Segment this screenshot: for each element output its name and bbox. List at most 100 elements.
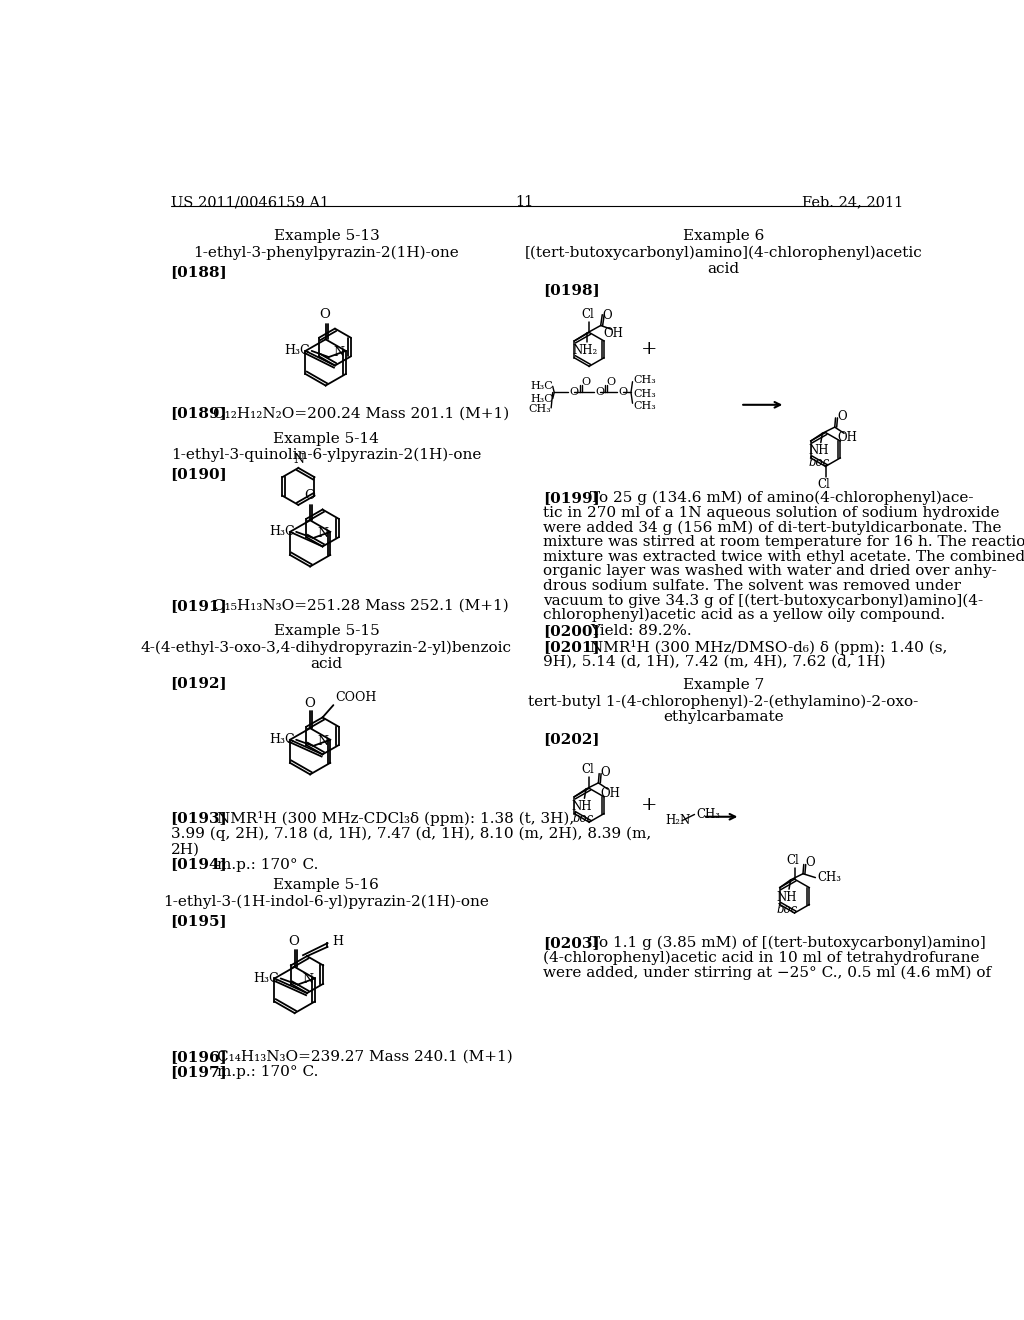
Text: CH₃: CH₃ <box>633 375 656 385</box>
Text: O: O <box>569 388 579 397</box>
Text: H₃C: H₃C <box>254 972 280 985</box>
Text: OH: OH <box>601 787 621 800</box>
Text: O: O <box>805 857 815 870</box>
Text: H: H <box>332 935 343 948</box>
Text: To 25 g (134.6 mM) of amino(4-chlorophenyl)ace-: To 25 g (134.6 mM) of amino(4-chlorophen… <box>590 491 974 506</box>
Text: [0190]: [0190] <box>171 467 227 482</box>
Text: H₃C: H₃C <box>530 381 553 391</box>
Text: [0191]: [0191] <box>171 599 227 612</box>
Text: Example 6: Example 6 <box>683 230 764 243</box>
Text: H₃C: H₃C <box>269 733 295 746</box>
Text: O: O <box>837 409 847 422</box>
Text: O: O <box>601 766 610 779</box>
Text: N: N <box>293 453 304 466</box>
Text: [0189]: [0189] <box>171 407 227 420</box>
Text: Cl: Cl <box>582 763 594 776</box>
Text: Example 7: Example 7 <box>683 678 764 692</box>
Text: Example 5-15: Example 5-15 <box>273 624 379 639</box>
Text: Cl: Cl <box>582 308 594 321</box>
Text: (4-chlorophenyl)acetic acid in 10 ml of tetrahydrofurane: (4-chlorophenyl)acetic acid in 10 ml of … <box>544 950 980 965</box>
Text: [0201]: [0201] <box>544 640 600 653</box>
Text: NH: NH <box>776 891 797 904</box>
Text: [0198]: [0198] <box>544 284 600 297</box>
Text: CH₃: CH₃ <box>633 401 656 412</box>
Text: H₃C: H₃C <box>269 525 295 539</box>
Text: Example 5-13: Example 5-13 <box>273 230 379 243</box>
Text: CH₃: CH₃ <box>633 389 656 399</box>
Text: [0197]: [0197] <box>171 1065 227 1080</box>
Text: O: O <box>304 488 314 502</box>
Text: vacuum to give 34.3 g of [(tert-butoxycarbonyl)amino](4-: vacuum to give 34.3 g of [(tert-butoxyca… <box>544 594 983 607</box>
Text: Cl: Cl <box>817 478 830 491</box>
Text: +: + <box>641 341 657 358</box>
Text: Yield: 89.2%.: Yield: 89.2%. <box>590 624 691 639</box>
Text: tic in 270 ml of a 1N aqueous solution of sodium hydroxide: tic in 270 ml of a 1N aqueous solution o… <box>544 506 999 520</box>
Text: [0195]: [0195] <box>171 913 227 928</box>
Text: CH₃: CH₃ <box>696 808 720 821</box>
Text: N: N <box>333 346 344 359</box>
Text: 3.99 (q, 2H), 7.18 (d, 1H), 7.47 (d, 1H), 8.10 (m, 2H), 8.39 (m,: 3.99 (q, 2H), 7.18 (d, 1H), 7.47 (d, 1H)… <box>171 826 651 841</box>
Text: organic layer was washed with water and dried over anhy-: organic layer was washed with water and … <box>544 564 997 578</box>
Text: NMR¹H (300 MHz-CDCl₃δ (ppm): 1.38 (t, 3H),: NMR¹H (300 MHz-CDCl₃δ (ppm): 1.38 (t, 3H… <box>217 812 574 826</box>
Text: O: O <box>602 309 612 322</box>
Text: O: O <box>606 376 615 387</box>
Text: m.p.: 170° C.: m.p.: 170° C. <box>217 858 318 871</box>
Text: H₂N: H₂N <box>665 814 690 828</box>
Text: N: N <box>317 527 329 540</box>
Text: [(tert-butoxycarbonyl)amino](4-chlorophenyl)acetic: [(tert-butoxycarbonyl)amino](4-chlorophe… <box>524 246 922 260</box>
Text: N: N <box>317 735 329 748</box>
Text: US 2011/0046159 A1: US 2011/0046159 A1 <box>171 195 329 210</box>
Text: CH₃: CH₃ <box>817 871 841 884</box>
Text: H₃C: H₃C <box>530 393 553 404</box>
Text: acid: acid <box>708 261 739 276</box>
Text: chlorophenyl)acetic acid as a yellow oily compound.: chlorophenyl)acetic acid as a yellow oil… <box>544 609 945 623</box>
Text: 1-ethyl-3-quinolin-6-ylpyrazin-2(1H)-one: 1-ethyl-3-quinolin-6-ylpyrazin-2(1H)-one <box>171 447 481 462</box>
Text: boc: boc <box>572 812 594 825</box>
Text: NH: NH <box>808 444 828 457</box>
Text: were added 34 g (156 mM) of di-tert-butyldicarbonate. The: were added 34 g (156 mM) of di-tert-buty… <box>544 520 1001 535</box>
Text: OH: OH <box>603 327 623 341</box>
Text: O: O <box>582 376 591 387</box>
Text: NH: NH <box>571 800 592 813</box>
Text: mixture was stirred at room temperature for 16 h. The reaction: mixture was stirred at room temperature … <box>544 535 1024 549</box>
Text: O: O <box>618 388 628 397</box>
Text: [0203]: [0203] <box>544 936 600 950</box>
Text: Cl: Cl <box>786 854 800 867</box>
Text: ethylcarbamate: ethylcarbamate <box>663 710 783 725</box>
Text: [0196]: [0196] <box>171 1051 227 1064</box>
Text: C₁₂H₁₂N₂O=200.24 Mass 201.1 (M+1): C₁₂H₁₂N₂O=200.24 Mass 201.1 (M+1) <box>213 407 510 420</box>
Text: mixture was extracted twice with ethyl acetate. The combined: mixture was extracted twice with ethyl a… <box>544 549 1024 564</box>
Text: Example 5-14: Example 5-14 <box>273 432 379 446</box>
Text: tert-butyl 1-(4-chlorophenyl)-2-(ethylamino)-2-oxo-: tert-butyl 1-(4-chlorophenyl)-2-(ethylam… <box>528 694 919 709</box>
Text: COOH: COOH <box>335 690 376 704</box>
Text: Feb. 24, 2011: Feb. 24, 2011 <box>802 195 903 210</box>
Text: [0202]: [0202] <box>544 733 600 746</box>
Text: 1-ethyl-3-phenylpyrazin-2(1H)-one: 1-ethyl-3-phenylpyrazin-2(1H)-one <box>194 246 460 260</box>
Text: NH₂: NH₂ <box>572 345 598 356</box>
Text: O: O <box>319 308 331 321</box>
Text: CH₃: CH₃ <box>528 404 551 414</box>
Text: 9H), 5.14 (d, 1H), 7.42 (m, 4H), 7.62 (d, 1H): 9H), 5.14 (d, 1H), 7.42 (m, 4H), 7.62 (d… <box>544 655 886 668</box>
Text: were added, under stirring at −25° C., 0.5 ml (4.6 mM) of: were added, under stirring at −25° C., 0… <box>544 965 991 979</box>
Text: 4-(4-ethyl-3-oxo-3,4-dihydropyrazin-2-yl)benzoic: 4-(4-ethyl-3-oxo-3,4-dihydropyrazin-2-yl… <box>141 640 512 655</box>
Text: C₁₅H₁₃N₃O=251.28 Mass 252.1 (M+1): C₁₅H₁₃N₃O=251.28 Mass 252.1 (M+1) <box>213 599 509 612</box>
Text: m.p.: 170° C.: m.p.: 170° C. <box>217 1065 318 1080</box>
Text: [0194]: [0194] <box>171 858 227 871</box>
Text: 11: 11 <box>516 195 534 210</box>
Text: C₁₄H₁₃N₃O=239.27 Mass 240.1 (M+1): C₁₄H₁₃N₃O=239.27 Mass 240.1 (M+1) <box>217 1051 513 1064</box>
Text: Example 5-16: Example 5-16 <box>273 878 379 892</box>
Text: 2H): 2H) <box>171 842 200 857</box>
Text: O: O <box>304 697 314 710</box>
Text: [0199]: [0199] <box>544 491 600 506</box>
Text: +: + <box>641 796 657 814</box>
Text: NMR¹H (300 MHz/DMSO-d₆) δ (ppm): 1.40 (s,: NMR¹H (300 MHz/DMSO-d₆) δ (ppm): 1.40 (s… <box>590 640 947 655</box>
Text: [0192]: [0192] <box>171 676 227 690</box>
Text: drous sodium sulfate. The solvent was removed under: drous sodium sulfate. The solvent was re… <box>544 578 962 593</box>
Text: [0193]: [0193] <box>171 812 227 825</box>
Text: OH: OH <box>837 430 857 444</box>
Text: O: O <box>595 388 604 397</box>
Text: boc: boc <box>809 457 829 470</box>
Text: N: N <box>302 973 313 986</box>
Text: O: O <box>289 936 299 948</box>
Text: To 1.1 g (3.85 mM) of [(tert-butoxycarbonyl)amino]: To 1.1 g (3.85 mM) of [(tert-butoxycarbo… <box>590 936 986 950</box>
